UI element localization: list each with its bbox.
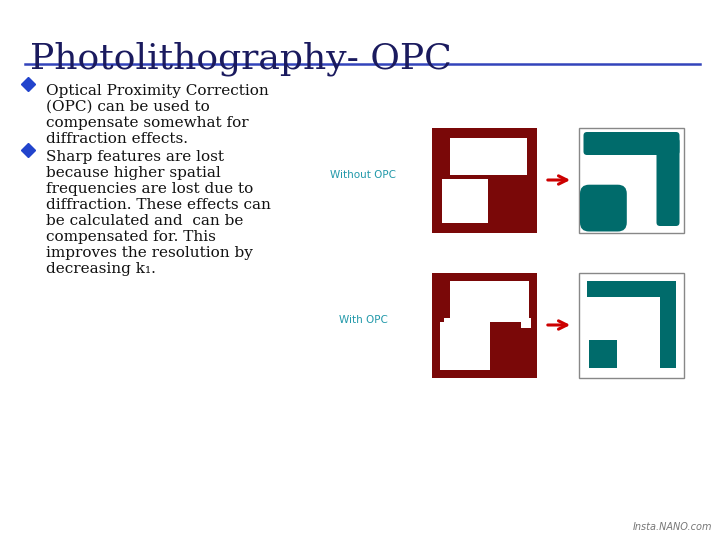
- Text: Photolithography- OPC: Photolithography- OPC: [30, 42, 451, 77]
- Bar: [444, 323, 454, 334]
- Text: Insta.NANO.com: Insta.NANO.com: [632, 522, 712, 532]
- Text: Sharp features are lost: Sharp features are lost: [46, 150, 224, 164]
- Bar: [440, 321, 490, 369]
- Text: diffraction. These effects can: diffraction. These effects can: [46, 198, 271, 212]
- Bar: [589, 340, 617, 368]
- Bar: [444, 318, 454, 327]
- Text: (OPC) can be used to: (OPC) can be used to: [46, 100, 210, 114]
- Text: compensate somewhat for: compensate somewhat for: [46, 116, 248, 130]
- Bar: [450, 280, 529, 321]
- Text: improves the resolution by: improves the resolution by: [46, 246, 253, 260]
- FancyBboxPatch shape: [580, 185, 627, 232]
- Bar: [521, 318, 531, 327]
- Bar: [587, 280, 676, 296]
- Text: be calculated and  can be: be calculated and can be: [46, 214, 243, 228]
- Bar: [432, 127, 537, 233]
- Text: diffraction effects.: diffraction effects.: [46, 132, 188, 146]
- Bar: [442, 179, 488, 222]
- Text: Optical Proximity Correction: Optical Proximity Correction: [46, 84, 269, 98]
- Bar: [432, 273, 537, 377]
- FancyBboxPatch shape: [583, 132, 680, 155]
- Bar: [450, 138, 527, 174]
- Bar: [660, 287, 676, 368]
- Text: compensated for. This: compensated for. This: [46, 230, 216, 244]
- Text: With OPC: With OPC: [339, 315, 388, 325]
- Text: frequencies are lost due to: frequencies are lost due to: [46, 182, 253, 196]
- Text: because higher spatial: because higher spatial: [46, 166, 221, 180]
- FancyBboxPatch shape: [657, 138, 680, 226]
- Bar: [579, 127, 684, 233]
- Text: Without OPC: Without OPC: [330, 170, 396, 180]
- Bar: [579, 273, 684, 377]
- Bar: [480, 326, 490, 335]
- Text: decreasing k₁.: decreasing k₁.: [46, 262, 156, 276]
